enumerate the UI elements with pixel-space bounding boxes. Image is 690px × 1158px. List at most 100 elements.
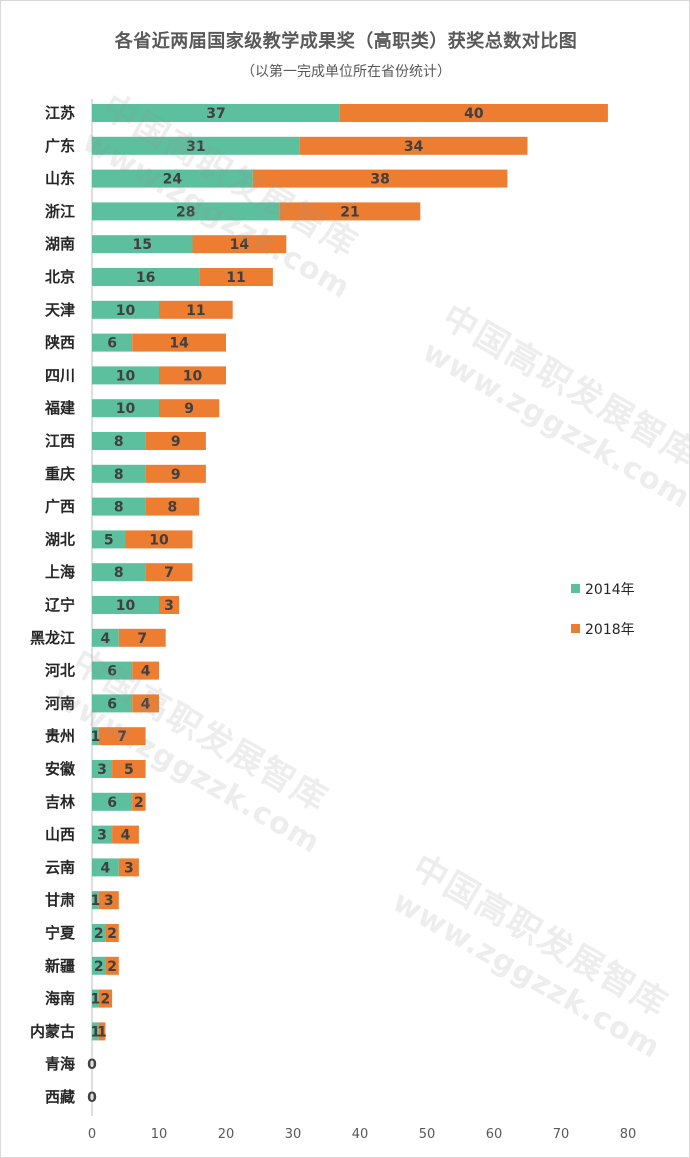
data-label-2014: 4 (101, 860, 111, 876)
data-label-2018: 3 (104, 893, 114, 909)
data-label-2018: 1 (97, 1024, 107, 1040)
category-label: 西藏 (45, 1088, 75, 1106)
bar-2014 (92, 924, 106, 942)
category-label: 云南 (45, 858, 75, 876)
bar-2014 (92, 825, 113, 844)
data-label-2014: 6 (107, 795, 117, 811)
category-label: 青海 (45, 1055, 75, 1073)
data-label-2014: 3 (97, 762, 107, 778)
chart-subtitle: （以第一完成单位所在省份统计） (241, 64, 451, 80)
chart-title: 各省近两届国家级教学成果奖（高职类）获奖总数对比图 (114, 31, 578, 52)
category-label: 浙江 (45, 202, 75, 220)
data-label-2014: 16 (136, 270, 155, 286)
category-label: 河北 (45, 662, 75, 680)
bar-2014 (92, 956, 106, 975)
bar-2014 (92, 530, 126, 549)
data-label-2018: 10 (149, 532, 169, 548)
category-label: 湖北 (45, 530, 75, 548)
data-label-2014: 6 (107, 696, 117, 712)
data-label-2014: 10 (116, 598, 136, 614)
data-label-2014: 1 (90, 893, 100, 909)
bar-2014 (92, 858, 119, 877)
bar-2014 (92, 235, 193, 254)
bar-2014 (92, 300, 159, 319)
data-label-2018: 40 (464, 106, 484, 122)
data-label-2018: 4 (141, 664, 151, 680)
bar-2018 (159, 399, 220, 418)
bar-2014 (92, 366, 159, 385)
data-label-2018: 9 (184, 401, 194, 417)
x-tick-label: 80 (620, 1127, 637, 1142)
bar-2018 (118, 628, 166, 647)
category-label: 重庆 (45, 465, 75, 483)
data-label-2014: 8 (114, 565, 124, 581)
data-label-2014: 1 (90, 992, 100, 1008)
category-label: 山东 (45, 170, 75, 188)
category-label: 安徽 (45, 760, 76, 778)
bar-2014 (92, 989, 99, 1008)
data-label-2018: 3 (124, 860, 134, 876)
category-label: 河南 (45, 694, 75, 712)
bar-2014 (92, 268, 200, 286)
bar-2018 (125, 530, 193, 549)
category-label: 黑龙江 (30, 629, 75, 647)
data-label-2014: 3 (97, 828, 107, 844)
category-label: 江西 (45, 432, 75, 450)
bar-2018 (98, 989, 113, 1008)
bar-2018 (98, 1022, 106, 1041)
bar-2014 (92, 333, 133, 352)
data-label-2014: 31 (186, 139, 205, 155)
data-label-2018: 9 (171, 467, 181, 483)
category-label: 湖南 (45, 235, 75, 253)
bar-2014 (92, 694, 133, 713)
legend-swatch (571, 584, 580, 593)
category-label: 内蒙古 (30, 1022, 75, 1040)
bar-2018 (98, 891, 119, 910)
bar-2018 (145, 464, 206, 483)
data-label-2018: 11 (186, 303, 205, 319)
bar-2014 (92, 891, 99, 910)
data-label-2014: 10 (116, 303, 136, 319)
data-label-2014: 37 (206, 106, 225, 122)
category-label: 吉林 (45, 793, 76, 811)
bar-2014 (92, 727, 99, 746)
x-tick-label: 40 (352, 1127, 369, 1142)
data-label-2018: 7 (164, 565, 174, 581)
data-label-2014: 10 (116, 368, 136, 384)
x-tick-label: 20 (218, 1127, 235, 1142)
data-label-2018: 14 (230, 237, 250, 253)
x-tick-label: 30 (285, 1127, 302, 1142)
category-label: 天津 (45, 301, 75, 319)
category-label: 新疆 (45, 957, 75, 975)
data-label-2018: 11 (226, 270, 245, 286)
bar-2018 (339, 104, 608, 122)
data-label-2018: 2 (107, 959, 117, 975)
data-label-2018: 38 (370, 172, 389, 188)
category-label: 陕西 (45, 334, 75, 352)
bar-2014 (92, 1022, 99, 1041)
bar-2018 (252, 169, 508, 188)
category-label: 福建 (44, 399, 76, 417)
data-label-2018: 3 (164, 598, 174, 614)
data-label-2014: 6 (107, 664, 117, 680)
data-label-2014: 8 (114, 467, 124, 483)
bar-2018 (132, 694, 159, 713)
bar-2014 (92, 202, 280, 221)
category-label: 甘肃 (45, 891, 75, 909)
data-label-2018: 2 (107, 926, 117, 942)
data-label-2018: 2 (101, 992, 111, 1008)
bar-2014 (92, 497, 146, 516)
category-label: 广东 (45, 137, 75, 155)
bar-2014 (92, 169, 253, 188)
bar-2018 (132, 792, 146, 811)
data-label-2018: 9 (171, 434, 181, 450)
data-label-2014: 6 (107, 336, 117, 352)
bar-2018 (112, 825, 139, 844)
bar-2018 (299, 136, 528, 155)
bar-2018 (279, 202, 421, 221)
bar-2018 (145, 563, 193, 582)
bar-2018 (112, 760, 146, 778)
legend-label: 2018年 (585, 622, 635, 638)
data-label-2018: 7 (117, 729, 127, 745)
